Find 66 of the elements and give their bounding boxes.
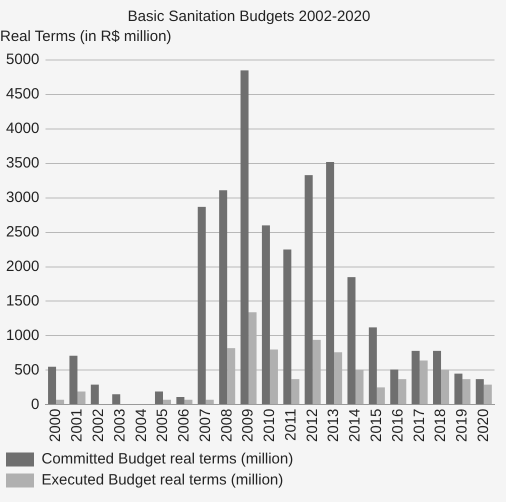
x-tick-label: 2006: [176, 408, 193, 442]
x-tick-label: 2015: [368, 408, 386, 442]
y-tick-label: 2000: [6, 258, 40, 275]
y-tick-label: 4000: [6, 120, 40, 138]
x-tick-label: 2016: [389, 408, 406, 442]
x-tick-label: 2004: [132, 408, 150, 442]
bar: [462, 379, 470, 404]
bar: [347, 277, 356, 404]
x-tick-label: 2003: [111, 408, 128, 442]
bar: [390, 369, 398, 404]
y-tick-label: 4500: [6, 86, 40, 103]
bar: [69, 356, 78, 404]
y-tick-label: 1500: [6, 292, 40, 310]
bar: [326, 162, 334, 404]
y-tick-label: 1000: [6, 326, 40, 344]
x-tick-label: 2014: [346, 408, 364, 442]
bar: [206, 400, 214, 404]
y-tick-label: 0: [31, 396, 40, 413]
bar: [48, 366, 56, 404]
legend-label: Executed Budget real terms (million): [42, 472, 284, 489]
bar: [291, 379, 300, 404]
chart-title: Basic Sanitation Budgets 2002-2020: [128, 8, 370, 26]
bar: [112, 394, 120, 404]
x-tick-label: 2010: [261, 408, 278, 442]
x-tick-label: 2018: [432, 408, 450, 442]
bar: [154, 392, 163, 404]
bar: [398, 379, 406, 404]
y-tick-label: 3500: [6, 154, 40, 172]
bar: [376, 387, 385, 404]
x-tick-label: 2007: [196, 408, 214, 442]
x-tick-label: 2011: [282, 408, 300, 441]
bar: [90, 384, 99, 404]
y-tick-label: 500: [14, 361, 40, 378]
y-tick-label: 5000: [6, 51, 40, 68]
x-tick-label: 2009: [240, 408, 257, 442]
bar: [240, 70, 249, 404]
x-tick-label: 2001: [68, 408, 86, 442]
bar: [476, 379, 484, 404]
bar: [176, 397, 184, 404]
bar: [433, 350, 442, 404]
y-tick-label: 3000: [6, 188, 40, 206]
y-tick-label: 2500: [6, 223, 40, 240]
legend-label: Committed Budget real terms (million): [42, 450, 294, 468]
bar: [368, 327, 377, 404]
chart-subtitle: Real Terms (in R$ million): [0, 28, 172, 46]
x-tick-label: 2005: [154, 408, 172, 442]
x-tick-label: 2012: [304, 408, 321, 442]
x-tick-label: 2013: [325, 408, 342, 442]
bar: [198, 206, 206, 404]
bar: [484, 384, 492, 404]
bar: [184, 400, 192, 404]
x-tick-label: 2020: [474, 408, 492, 442]
bar: [77, 392, 86, 404]
bar: [412, 350, 420, 404]
bar: [454, 374, 462, 404]
x-tick-label: 2002: [90, 408, 107, 442]
bar: [262, 225, 270, 404]
bar: [56, 400, 64, 404]
bar: [219, 190, 228, 404]
bar: [163, 400, 172, 404]
x-tick-label: 2000: [47, 408, 64, 442]
bar: [283, 250, 292, 404]
x-tick-label: 2017: [410, 408, 428, 442]
bar: [304, 175, 313, 404]
x-tick-label: 2008: [218, 408, 236, 442]
x-tick-label: 2019: [454, 408, 471, 442]
